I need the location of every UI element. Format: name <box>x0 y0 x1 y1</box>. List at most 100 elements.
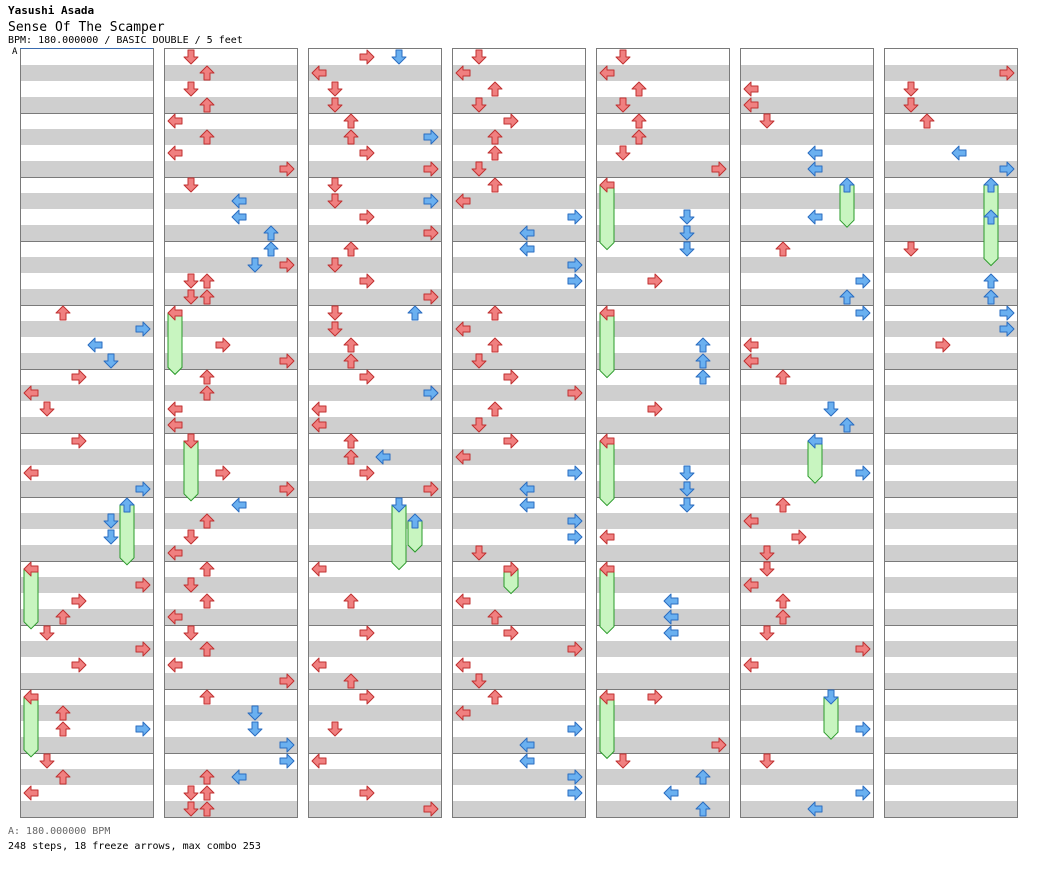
step-arrow-down-icon <box>247 721 263 737</box>
step-arrow-up-icon <box>199 385 215 401</box>
measure-line <box>309 689 441 690</box>
freeze-arrow-body <box>599 440 615 507</box>
step-arrow-up-icon <box>55 769 71 785</box>
step-arrow-right-icon <box>999 65 1015 81</box>
step-arrow-right-icon <box>711 737 727 753</box>
step-arrow-up-icon <box>695 337 711 353</box>
measure-line <box>741 433 873 434</box>
step-arrow-right-icon <box>279 481 295 497</box>
measure-line <box>597 177 729 178</box>
step-arrow-up-icon <box>487 401 503 417</box>
step-arrow-right-icon <box>567 465 583 481</box>
chart-column-7 <box>884 48 1018 818</box>
step-arrow-down-icon <box>679 225 695 241</box>
step-arrow-left-icon <box>743 81 759 97</box>
step-arrow-left-icon <box>519 481 535 497</box>
step-arrow-down-icon <box>183 625 199 641</box>
step-arrow-left-icon <box>23 561 39 577</box>
step-arrow-left-icon <box>743 513 759 529</box>
step-arrow-down-icon <box>183 273 199 289</box>
step-arrow-down-icon <box>823 689 839 705</box>
step-arrow-left-icon <box>311 657 327 673</box>
step-arrow-up-icon <box>343 113 359 129</box>
measure-line <box>741 753 873 754</box>
measure-line <box>741 561 873 562</box>
step-arrow-left-icon <box>87 337 103 353</box>
chart-column-2 <box>164 48 298 818</box>
step-summary: 248 steps, 18 freeze arrows, max combo 2… <box>8 841 261 852</box>
measure-line <box>453 753 585 754</box>
step-arrow-left-icon <box>167 545 183 561</box>
step-arrow-left-icon <box>951 145 967 161</box>
step-arrow-up-icon <box>199 513 215 529</box>
step-arrow-up-icon <box>119 497 135 513</box>
step-arrow-up-icon <box>199 769 215 785</box>
measure-line <box>165 177 297 178</box>
measure-line <box>165 433 297 434</box>
step-arrow-down-icon <box>247 257 263 273</box>
measure-line <box>741 241 873 242</box>
step-arrow-left-icon <box>663 785 679 801</box>
step-arrow-right-icon <box>279 353 295 369</box>
step-arrow-up-icon <box>775 593 791 609</box>
step-arrow-left-icon <box>167 401 183 417</box>
step-arrow-up-icon <box>199 65 215 81</box>
step-arrow-left-icon <box>663 625 679 641</box>
measure-line <box>885 689 1017 690</box>
measure-line <box>165 561 297 562</box>
measure-line <box>21 753 153 754</box>
step-arrow-down-icon <box>759 753 775 769</box>
measure-line <box>597 113 729 114</box>
measure-line <box>597 369 729 370</box>
step-arrow-right-icon <box>423 161 439 177</box>
step-arrow-down-icon <box>679 481 695 497</box>
step-arrow-left-icon <box>455 449 471 465</box>
measure-line <box>21 369 153 370</box>
step-arrow-right-icon <box>359 465 375 481</box>
step-arrow-down-icon <box>615 97 631 113</box>
measure-line <box>885 625 1017 626</box>
measure-line <box>453 241 585 242</box>
step-arrow-up-icon <box>631 81 647 97</box>
step-arrow-right-icon <box>71 593 87 609</box>
step-arrow-down-icon <box>471 161 487 177</box>
step-arrow-right-icon <box>855 305 871 321</box>
step-arrow-left-icon <box>599 177 615 193</box>
step-arrow-right-icon <box>359 785 375 801</box>
step-arrow-down-icon <box>903 97 919 113</box>
step-arrow-up-icon <box>199 273 215 289</box>
freeze-arrow-body <box>599 312 615 379</box>
measure-line <box>453 625 585 626</box>
step-arrow-up-icon <box>983 289 999 305</box>
measure-line <box>309 497 441 498</box>
measure-line <box>741 625 873 626</box>
step-arrow-left-icon <box>663 593 679 609</box>
step-arrow-down-icon <box>679 497 695 513</box>
step-arrow-right-icon <box>423 801 439 817</box>
step-arrow-right-icon <box>423 481 439 497</box>
step-arrow-down-icon <box>391 49 407 65</box>
step-arrow-left-icon <box>807 161 823 177</box>
step-arrow-down-icon <box>471 49 487 65</box>
step-arrow-up-icon <box>487 177 503 193</box>
step-arrow-right-icon <box>359 689 375 705</box>
step-arrow-up-icon <box>199 129 215 145</box>
step-arrow-right-icon <box>215 465 231 481</box>
step-arrow-left-icon <box>231 497 247 513</box>
step-arrow-down-icon <box>183 177 199 193</box>
step-arrow-up-icon <box>695 353 711 369</box>
step-arrow-up-icon <box>631 113 647 129</box>
step-arrow-up-icon <box>55 609 71 625</box>
step-arrow-down-icon <box>327 81 343 97</box>
step-arrow-right-icon <box>135 481 151 497</box>
step-arrow-up-icon <box>343 337 359 353</box>
step-arrow-up-icon <box>695 801 711 817</box>
step-arrow-down-icon <box>471 97 487 113</box>
step-arrow-right-icon <box>215 337 231 353</box>
step-arrow-up-icon <box>343 353 359 369</box>
step-arrow-down-icon <box>759 561 775 577</box>
measure-line <box>21 561 153 562</box>
step-arrow-right-icon <box>423 289 439 305</box>
step-arrow-down-icon <box>327 305 343 321</box>
step-arrow-down-icon <box>103 353 119 369</box>
